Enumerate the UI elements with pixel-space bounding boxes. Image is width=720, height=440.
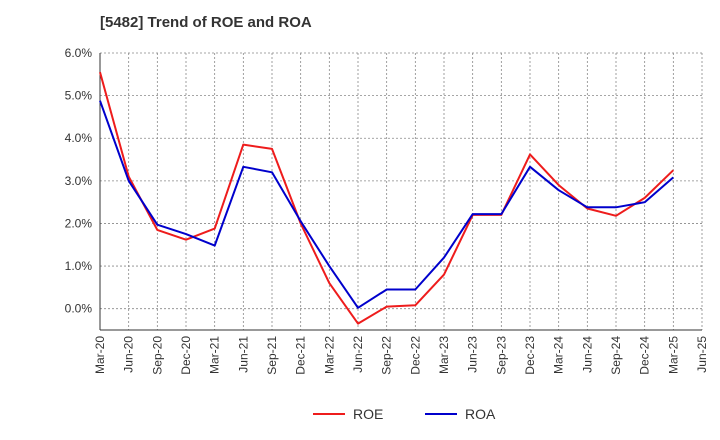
x-tick-label: Sep-24: [609, 336, 623, 375]
x-tick-label: Sep-23: [494, 336, 508, 375]
x-tick-label: Jun-24: [580, 336, 594, 373]
x-tick-label: Jun-23: [466, 336, 480, 373]
y-tick-label: 5.0%: [65, 89, 93, 103]
x-tick-label: Mar-23: [437, 336, 451, 374]
x-tick-label: Dec-23: [523, 336, 537, 375]
x-tick-label: Sep-20: [150, 336, 164, 375]
x-tick-label: Sep-21: [265, 336, 279, 375]
x-tick-label: Mar-22: [322, 336, 336, 374]
x-tick-label: Jun-22: [351, 336, 365, 373]
x-tick-label: Jun-20: [122, 336, 136, 373]
y-tick-label: 0.0%: [65, 302, 93, 316]
x-tick-label: Dec-20: [179, 336, 193, 375]
x-tick-label: Mar-24: [552, 336, 566, 374]
series-line-roa: [99, 100, 674, 309]
axis-layer: 6.0% 5.0% 4.0% 3.0% 2.0% 1.0% 0.0% Mar-20 Jun-20…: [65, 46, 709, 375]
y-tick-label: 3.0%: [65, 174, 93, 188]
y-tick-label: 6.0%: [65, 46, 93, 60]
x-tick-label: Mar-21: [208, 336, 222, 374]
x-tick-label: Dec-22: [408, 336, 422, 375]
legend-label-roa: ROA: [465, 406, 496, 422]
y-tick-label: 1.0%: [65, 259, 93, 273]
x-tick-label: Jun-21: [236, 336, 250, 373]
legend: ROE ROA: [313, 406, 496, 422]
plot-area: [100, 53, 702, 330]
x-tick-label: Dec-24: [638, 336, 652, 375]
x-tick-label: Sep-22: [380, 336, 394, 375]
x-tick-label: Jun-25: [695, 336, 709, 373]
x-tick-label: Dec-21: [294, 336, 308, 375]
y-tick-label: 2.0%: [65, 216, 93, 230]
y-tick-label: 4.0%: [65, 131, 93, 145]
x-tick-label: Mar-25: [666, 336, 680, 374]
legend-label-roe: ROE: [353, 406, 383, 422]
series-layer: [99, 71, 674, 325]
x-tick-label: Mar-20: [93, 336, 107, 374]
chart-title: [5482] Trend of ROE and ROA: [100, 14, 312, 31]
grid-layer: [99, 52, 703, 331]
